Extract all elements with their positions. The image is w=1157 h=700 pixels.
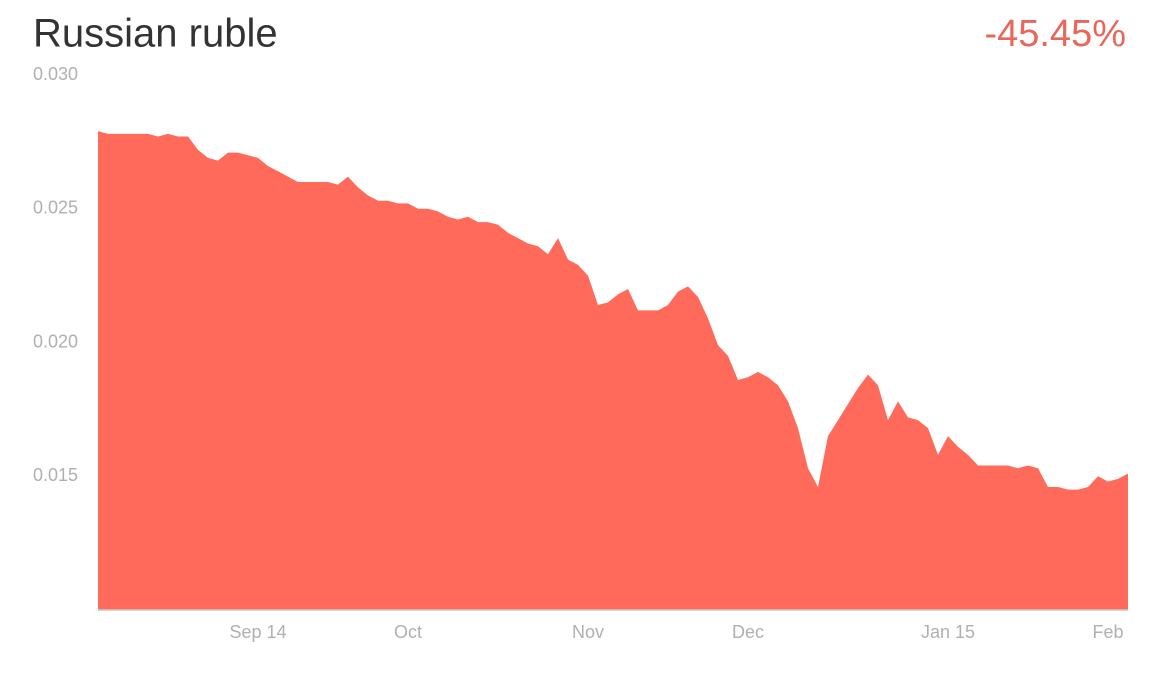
- x-tick-label: Feb: [1092, 622, 1123, 642]
- y-tick-label: 0.030: [33, 64, 78, 84]
- change-label: -45.45%: [984, 13, 1126, 55]
- area: [98, 131, 1128, 611]
- x-tick-label: Nov: [572, 622, 604, 642]
- x-tick-label: Oct: [394, 622, 422, 642]
- x-tick-label: Dec: [732, 622, 764, 642]
- y-tick-label: 0.020: [33, 331, 78, 351]
- y-tick-label: 0.025: [33, 198, 78, 218]
- x-tick-label: Sep 14: [229, 622, 286, 642]
- x-tick-label: Jan 15: [921, 622, 975, 642]
- chart-title: Russian ruble: [33, 12, 278, 56]
- y-tick-label: 0.015: [33, 465, 78, 485]
